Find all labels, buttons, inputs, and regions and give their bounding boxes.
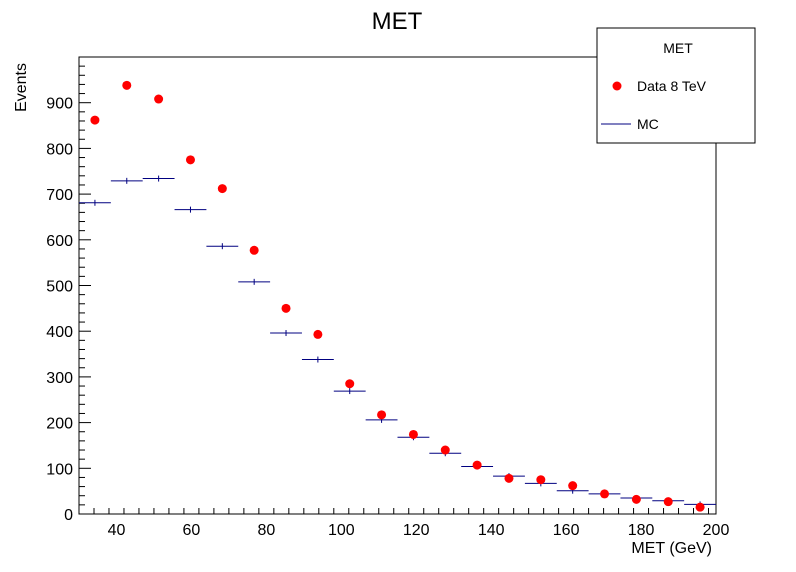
data-point [313, 329, 323, 339]
data-point [663, 497, 673, 507]
y-tick-label: 300 [46, 370, 73, 387]
y-tick-label: 600 [46, 233, 73, 250]
data-point [217, 184, 227, 194]
data-point [440, 445, 450, 455]
data-point [154, 94, 164, 104]
x-tick-label: 100 [328, 522, 355, 539]
x-tick-label: 140 [478, 522, 505, 539]
x-tick-label: 200 [703, 522, 730, 539]
data-point [408, 429, 418, 439]
data-point [122, 80, 132, 90]
data-point [472, 460, 482, 470]
y-tick-label: 0 [64, 507, 73, 524]
x-tick-label: 80 [257, 522, 275, 539]
legend-entry-mc: MC [637, 116, 659, 132]
data-point [600, 489, 610, 499]
y-axis: 0 100 200 300 400 500 600 700 800 900 [46, 56, 91, 524]
y-tick-label: 800 [46, 141, 73, 158]
data-point [185, 155, 195, 165]
x-tick-label: 120 [403, 522, 430, 539]
data-point [345, 379, 355, 389]
x-axis-label: MET (GeV) [631, 540, 712, 557]
legend-title: MET [663, 40, 693, 56]
x-tick-label: 40 [108, 522, 126, 539]
data-point [568, 481, 578, 491]
data-point [504, 473, 514, 483]
legend: MET Data 8 TeV MC [596, 27, 756, 144]
legend-data-marker [612, 81, 622, 91]
y-tick-label: 100 [46, 461, 73, 478]
legend-entry-data: Data 8 TeV [637, 78, 707, 94]
data-point [249, 245, 259, 255]
x-tick-label: 160 [553, 522, 580, 539]
chart-title: MET [372, 8, 423, 35]
data-point [695, 502, 705, 512]
data-point [536, 475, 546, 485]
data-point [631, 494, 641, 504]
y-tick-label: 900 [46, 96, 73, 113]
data-point [377, 410, 387, 420]
y-tick-label: 200 [46, 416, 73, 433]
data-point [281, 303, 291, 313]
y-tick-label: 400 [46, 324, 73, 341]
x-tick-label: 180 [628, 522, 655, 539]
y-axis-label: Events [13, 63, 30, 112]
data-series [90, 80, 705, 512]
y-tick-label: 700 [46, 187, 73, 204]
mc-series [79, 175, 716, 508]
x-tick-label: 60 [183, 522, 201, 539]
y-tick-label: 500 [46, 279, 73, 296]
data-point [90, 115, 100, 125]
x-axis: 40 60 80 100 120 140 160 180 200 [78, 508, 730, 539]
